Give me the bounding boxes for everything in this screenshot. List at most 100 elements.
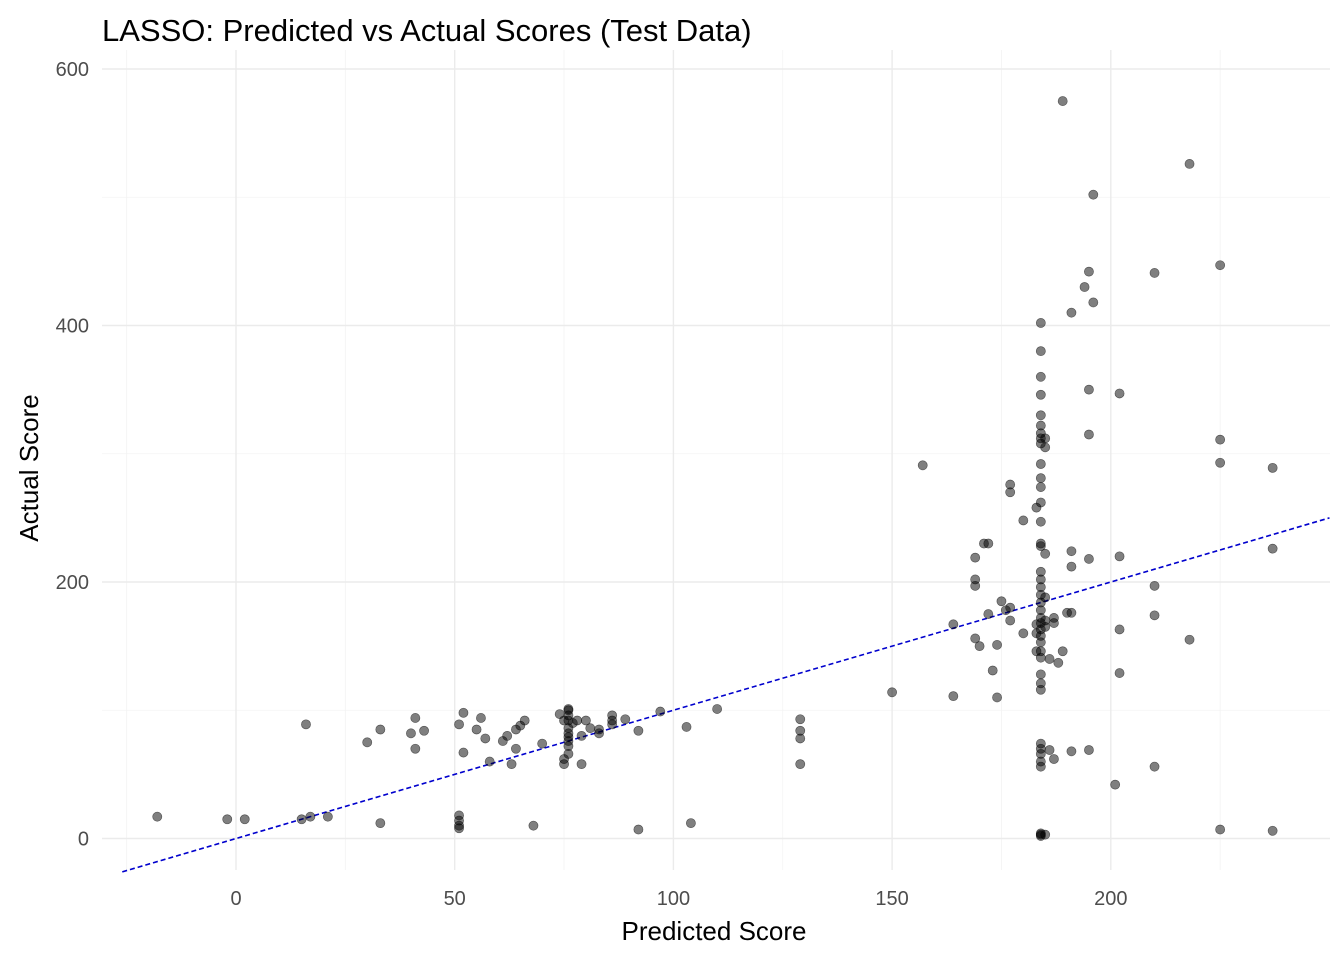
data-point bbox=[1018, 628, 1029, 639]
data-point bbox=[712, 704, 723, 714]
data-point bbox=[1066, 607, 1077, 618]
x-axis-title: Predicted Score bbox=[622, 916, 807, 946]
data-point bbox=[1035, 652, 1046, 663]
data-point bbox=[987, 665, 998, 676]
data-point bbox=[419, 725, 429, 736]
data-point bbox=[1066, 546, 1077, 557]
data-point bbox=[633, 725, 644, 736]
data-point bbox=[1040, 548, 1051, 559]
data-point bbox=[1084, 266, 1094, 277]
data-point bbox=[410, 713, 421, 723]
data-point bbox=[1088, 297, 1099, 308]
data-point bbox=[795, 714, 806, 725]
x-tick-label: 100 bbox=[657, 888, 690, 910]
data-point bbox=[1084, 554, 1094, 564]
data-point bbox=[1049, 618, 1059, 628]
data-point bbox=[607, 719, 618, 730]
data-point bbox=[1084, 384, 1094, 395]
data-point bbox=[655, 706, 666, 717]
data-point bbox=[576, 759, 587, 770]
data-point bbox=[1035, 684, 1046, 695]
data-point bbox=[1040, 442, 1051, 453]
data-point bbox=[1267, 462, 1278, 473]
data-point bbox=[1035, 318, 1046, 328]
data-point bbox=[471, 724, 482, 735]
data-point bbox=[970, 552, 981, 563]
data-point bbox=[222, 814, 233, 825]
y-tick-label: 600 bbox=[56, 59, 89, 81]
data-points bbox=[152, 96, 1278, 841]
data-point bbox=[948, 619, 959, 630]
data-point bbox=[685, 818, 696, 829]
data-point bbox=[1005, 602, 1016, 613]
data-point bbox=[983, 609, 994, 619]
data-point bbox=[1040, 592, 1051, 603]
data-point bbox=[1057, 646, 1068, 657]
reference-line-layer bbox=[122, 517, 1330, 873]
data-point bbox=[1066, 746, 1077, 757]
data-point bbox=[1114, 624, 1125, 635]
x-tick-label: 150 bbox=[875, 888, 908, 910]
data-point bbox=[1149, 610, 1160, 621]
data-point bbox=[410, 743, 421, 754]
data-point bbox=[1035, 482, 1046, 492]
data-point bbox=[1044, 745, 1055, 755]
data-point bbox=[1040, 433, 1051, 444]
data-point bbox=[970, 633, 981, 644]
data-point bbox=[996, 596, 1007, 607]
data-point bbox=[537, 738, 548, 749]
data-point bbox=[1114, 388, 1125, 399]
data-point bbox=[1005, 615, 1016, 626]
data-point bbox=[506, 759, 517, 770]
data-point bbox=[1018, 515, 1029, 526]
data-point bbox=[983, 538, 994, 549]
data-point bbox=[296, 814, 307, 825]
data-point bbox=[1035, 346, 1046, 357]
data-point bbox=[375, 724, 386, 735]
data-point bbox=[1005, 479, 1016, 490]
data-point bbox=[1057, 96, 1068, 106]
data-point bbox=[1149, 268, 1160, 278]
data-point bbox=[1035, 459, 1046, 469]
data-point bbox=[1035, 389, 1046, 400]
data-point bbox=[1215, 457, 1226, 468]
data-point bbox=[322, 811, 333, 822]
data-point bbox=[1267, 543, 1278, 554]
data-point bbox=[152, 811, 163, 822]
data-point bbox=[970, 580, 981, 591]
data-point bbox=[454, 823, 464, 834]
data-point bbox=[563, 748, 574, 759]
data-point bbox=[795, 759, 806, 770]
data-point bbox=[594, 724, 604, 735]
data-point bbox=[572, 715, 583, 726]
data-point bbox=[239, 814, 250, 825]
data-point bbox=[1035, 669, 1046, 680]
y-tick-label: 200 bbox=[56, 572, 89, 594]
data-point bbox=[1267, 825, 1278, 836]
data-point bbox=[1053, 657, 1064, 668]
data-point bbox=[1149, 761, 1160, 772]
data-point bbox=[1066, 307, 1077, 318]
data-point bbox=[992, 639, 1002, 650]
data-point bbox=[1035, 637, 1046, 648]
data-point bbox=[1049, 754, 1059, 764]
data-point bbox=[1110, 779, 1121, 790]
data-point bbox=[1066, 561, 1077, 572]
data-point bbox=[1035, 473, 1046, 484]
data-point bbox=[454, 719, 464, 730]
data-point bbox=[1215, 824, 1226, 835]
data-point bbox=[1215, 434, 1226, 445]
data-point bbox=[375, 818, 386, 829]
data-point bbox=[1084, 745, 1094, 755]
data-point bbox=[1035, 497, 1046, 508]
data-point bbox=[458, 707, 469, 718]
data-point bbox=[917, 460, 928, 471]
data-point bbox=[795, 733, 806, 744]
data-point bbox=[528, 820, 539, 831]
data-point bbox=[1040, 621, 1051, 632]
data-point bbox=[406, 728, 416, 739]
data-point bbox=[1035, 371, 1046, 382]
data-point bbox=[620, 714, 631, 725]
data-point bbox=[1149, 580, 1160, 591]
